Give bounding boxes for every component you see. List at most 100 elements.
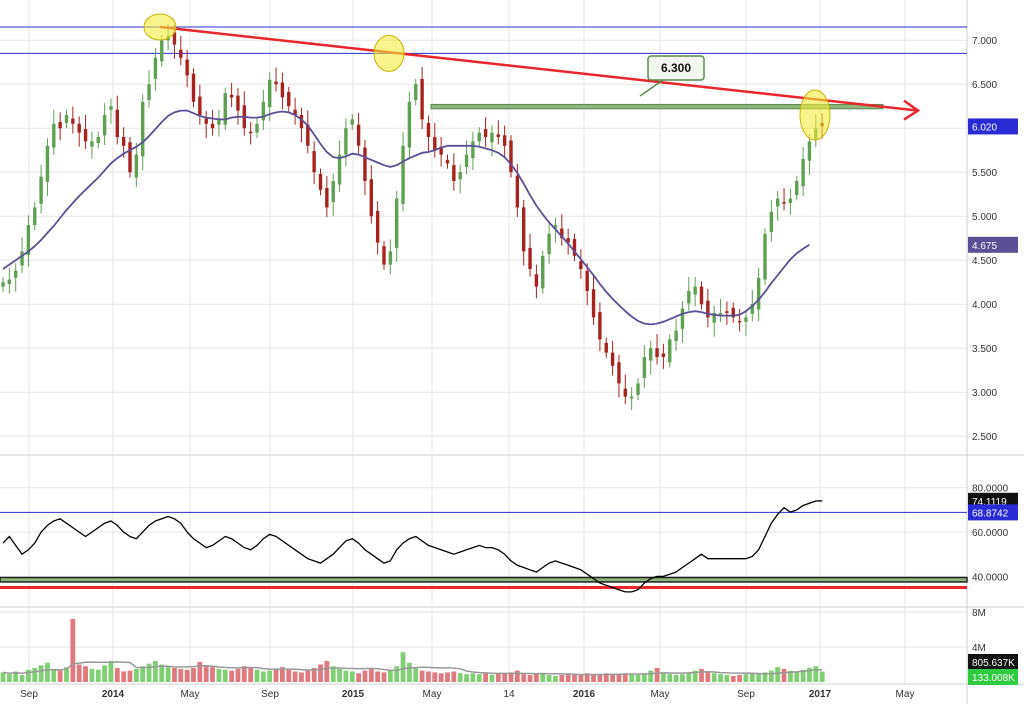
axis-layer: Sep 2014 May Sep 2015 May 14 2016 May Sep 2017 May 2…	[20, 36, 1018, 700]
volume-tick-label: 4M	[972, 643, 986, 654]
candle-body	[471, 141, 475, 159]
candle-body	[668, 339, 672, 363]
volume-bar	[400, 652, 406, 682]
volume-bar	[102, 665, 107, 682]
volume-bar	[108, 661, 114, 682]
highlight-circle	[143, 13, 177, 41]
candle-body	[7, 279, 12, 284]
candle-body	[572, 239, 577, 256]
candle-body	[198, 96, 202, 115]
volume-bar	[565, 674, 571, 682]
candle-body	[541, 255, 545, 289]
volume-bar	[273, 668, 279, 682]
volume-bar	[667, 674, 673, 682]
volume-bar	[165, 667, 171, 682]
candle-body	[795, 181, 799, 196]
volume-bar	[362, 670, 368, 682]
volume-bar	[292, 671, 298, 682]
volume-bar	[133, 668, 139, 682]
volume-bar	[762, 672, 768, 682]
volume-bar	[775, 667, 781, 682]
x-tick-label: May	[651, 689, 670, 700]
volume-bar	[343, 670, 349, 682]
trendline	[159, 25, 919, 112]
volume-bar	[349, 671, 355, 682]
candle-body	[109, 106, 113, 110]
price-tick-label: 7.000	[972, 36, 997, 47]
rsi-line	[2, 500, 823, 593]
volume-bar	[464, 674, 469, 682]
candle-body	[128, 142, 132, 173]
volume-bar	[661, 672, 666, 682]
sma-line	[2, 109, 810, 326]
volume-bar	[578, 674, 584, 682]
candle-body	[776, 198, 780, 207]
candle-body	[350, 119, 354, 125]
highlight-circle	[799, 89, 831, 141]
candle-body	[763, 233, 767, 280]
volume-bar	[32, 668, 38, 682]
candle-body	[756, 277, 761, 310]
volume-bar	[324, 661, 330, 682]
volume-tick-label: 8M	[972, 608, 986, 619]
volume-panel	[0, 619, 825, 682]
candle-body	[191, 73, 196, 102]
price-panel	[0, 23, 967, 411]
candle-body	[83, 129, 88, 142]
volume-bar	[622, 673, 628, 682]
volume-bar	[419, 670, 425, 682]
candle-body	[115, 109, 119, 137]
candle-body	[649, 348, 653, 361]
x-tick-label: 2017	[809, 689, 832, 700]
candle-body	[306, 124, 310, 146]
candle-body	[96, 137, 100, 144]
volume-bar	[191, 668, 196, 682]
candle-body	[369, 179, 373, 217]
candle-body	[414, 84, 418, 101]
volume-bar	[470, 673, 476, 682]
candle-body	[566, 238, 570, 243]
candle-body	[591, 289, 596, 318]
candle-body	[255, 123, 259, 133]
volume-value-badge: 805.637K	[972, 658, 1015, 669]
volume-bar	[381, 672, 387, 682]
candle-body	[356, 124, 361, 146]
volume-bar	[45, 662, 50, 682]
candle-body	[210, 123, 215, 129]
volume-bar	[680, 674, 685, 682]
rsi-tick-label: 40.0000	[972, 572, 1009, 583]
candle-body	[268, 79, 272, 108]
candle-body	[102, 115, 107, 136]
candle-body	[458, 172, 462, 180]
volume-bar	[356, 673, 361, 682]
volume-bar	[800, 669, 806, 682]
candle-body	[160, 40, 164, 62]
price-tick-label: 3.500	[972, 344, 997, 355]
candle-body	[337, 154, 342, 185]
candle-body	[496, 134, 500, 137]
volume-bar	[318, 664, 323, 682]
candle-body	[344, 128, 348, 155]
volume-bar	[114, 668, 120, 682]
candle-body	[483, 129, 488, 137]
rsi-tick-label: 60.0000	[972, 528, 1009, 539]
volume-bar	[553, 675, 558, 682]
candle-body	[579, 261, 583, 269]
volume-bar	[603, 673, 609, 682]
volume-bar	[451, 671, 457, 682]
candle-body	[274, 81, 278, 85]
volume-bar	[705, 671, 711, 682]
volume-bar	[743, 674, 749, 682]
volume-bar	[426, 671, 431, 682]
candle-body	[375, 210, 380, 243]
candle-body	[204, 118, 208, 124]
rsi-tick-label: 80.0000	[972, 484, 1009, 495]
candle-body	[629, 396, 634, 399]
rsi-overbought-badge: 68.8742	[972, 508, 1009, 519]
volume-bar	[540, 673, 546, 682]
volume-bar	[527, 675, 533, 682]
candle-body	[718, 313, 723, 315]
